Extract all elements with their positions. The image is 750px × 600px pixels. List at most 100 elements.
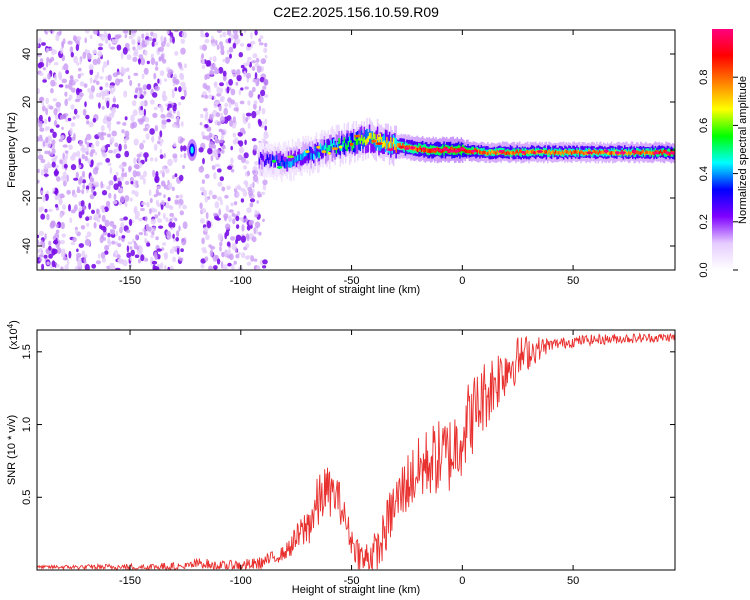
noise-mark	[61, 204, 67, 211]
signal-band	[449, 147, 452, 152]
noise-mark	[89, 194, 95, 200]
signal-band	[319, 144, 322, 156]
noise-mark	[201, 94, 204, 98]
noise-mark	[117, 180, 122, 187]
noise-mark	[38, 37, 42, 44]
signal-band	[335, 147, 338, 154]
signal-band	[453, 147, 456, 153]
signal-band	[313, 153, 315, 160]
noise-mark	[131, 100, 137, 107]
noise-mark	[150, 53, 155, 59]
noise-mark	[108, 112, 115, 119]
noise-mark	[227, 249, 231, 255]
noise-mark	[100, 181, 104, 189]
signal-spot	[316, 145, 321, 149]
noise-mark	[230, 157, 234, 165]
noise-mark	[158, 135, 161, 141]
noise-mark	[69, 75, 74, 80]
noise-mark	[172, 104, 177, 112]
noise-mark	[70, 164, 77, 171]
noise-mark	[60, 222, 65, 230]
signal-spot	[327, 151, 331, 155]
noise-mark	[169, 248, 175, 254]
noise-mark	[262, 265, 267, 269]
noise-mark	[251, 110, 257, 119]
noise-mark	[183, 89, 187, 98]
signal-band	[335, 134, 338, 155]
noise-mark	[152, 38, 157, 43]
noise-mark	[172, 36, 175, 44]
noise-mark	[83, 83, 88, 88]
noise-mark	[173, 238, 176, 243]
noise-mark	[76, 150, 81, 158]
signal-band	[430, 148, 432, 153]
noise-mark	[157, 211, 161, 216]
noise-mark	[156, 248, 162, 252]
signal-band	[319, 143, 322, 150]
signal-band	[524, 147, 526, 155]
noise-mark	[53, 119, 58, 127]
noise-mark	[228, 215, 232, 223]
signal-band	[650, 151, 653, 156]
signal-band	[321, 146, 323, 153]
noise-mark	[172, 256, 177, 263]
signal-band	[259, 153, 262, 165]
signal-band	[493, 150, 496, 155]
signal-band	[301, 154, 303, 161]
noise-mark	[89, 34, 93, 40]
noise-mark	[101, 94, 105, 100]
signal-band	[298, 155, 300, 162]
noise-mark	[115, 177, 121, 182]
noise-mark	[232, 116, 236, 124]
noise-mark	[66, 97, 72, 102]
noise-mark	[139, 142, 145, 150]
noise-mark	[220, 95, 225, 103]
noise-mark	[101, 132, 107, 136]
signal-band	[302, 152, 304, 159]
noise-mark	[114, 34, 121, 40]
noise-mark	[99, 76, 104, 80]
noise-mark	[243, 30, 247, 34]
signal-band	[314, 146, 316, 153]
noise-mark	[209, 113, 214, 121]
noise-mark	[101, 145, 106, 151]
noise-mark	[263, 94, 269, 98]
noise-mark	[180, 38, 185, 44]
x-tick-label: -100	[230, 575, 252, 587]
noise-mark	[76, 62, 80, 66]
signal-band	[351, 144, 354, 151]
noise-mark	[52, 187, 56, 192]
noise-mark	[118, 236, 121, 241]
noise-mark	[67, 117, 72, 122]
noise-mark	[129, 79, 133, 87]
y-tick-label: 1.5	[21, 344, 33, 359]
noise-mark	[200, 263, 205, 269]
noise-mark	[49, 105, 54, 110]
signal-spot	[321, 150, 327, 154]
signal-band	[434, 149, 436, 154]
signal-band	[343, 142, 346, 155]
signal-band	[354, 134, 356, 141]
signal-band	[495, 147, 497, 155]
signal-band	[334, 143, 336, 150]
noise-mark	[104, 206, 109, 213]
noise-mark	[127, 75, 131, 80]
snr-panel: -150 -100 -50 0 50 0.5 1.0 1.5 Height of strai…	[6, 320, 676, 596]
noise-mark	[100, 234, 105, 239]
noise-mark	[233, 201, 238, 206]
noise-mark	[52, 235, 57, 240]
noise-mark	[76, 189, 81, 194]
noise-mark	[240, 235, 247, 243]
x-tick-label: 50	[567, 575, 579, 587]
noise-mark	[90, 188, 94, 194]
noise-mark	[72, 236, 77, 243]
noise-mark	[159, 70, 165, 77]
noise-mark	[162, 212, 166, 220]
noise-mark	[179, 73, 185, 81]
signal-spot	[521, 150, 526, 154]
signal-band	[609, 151, 611, 155]
signal-band	[309, 148, 311, 161]
noise-mark	[157, 78, 160, 84]
noise-mark	[249, 42, 253, 49]
noise-mark	[219, 176, 224, 182]
